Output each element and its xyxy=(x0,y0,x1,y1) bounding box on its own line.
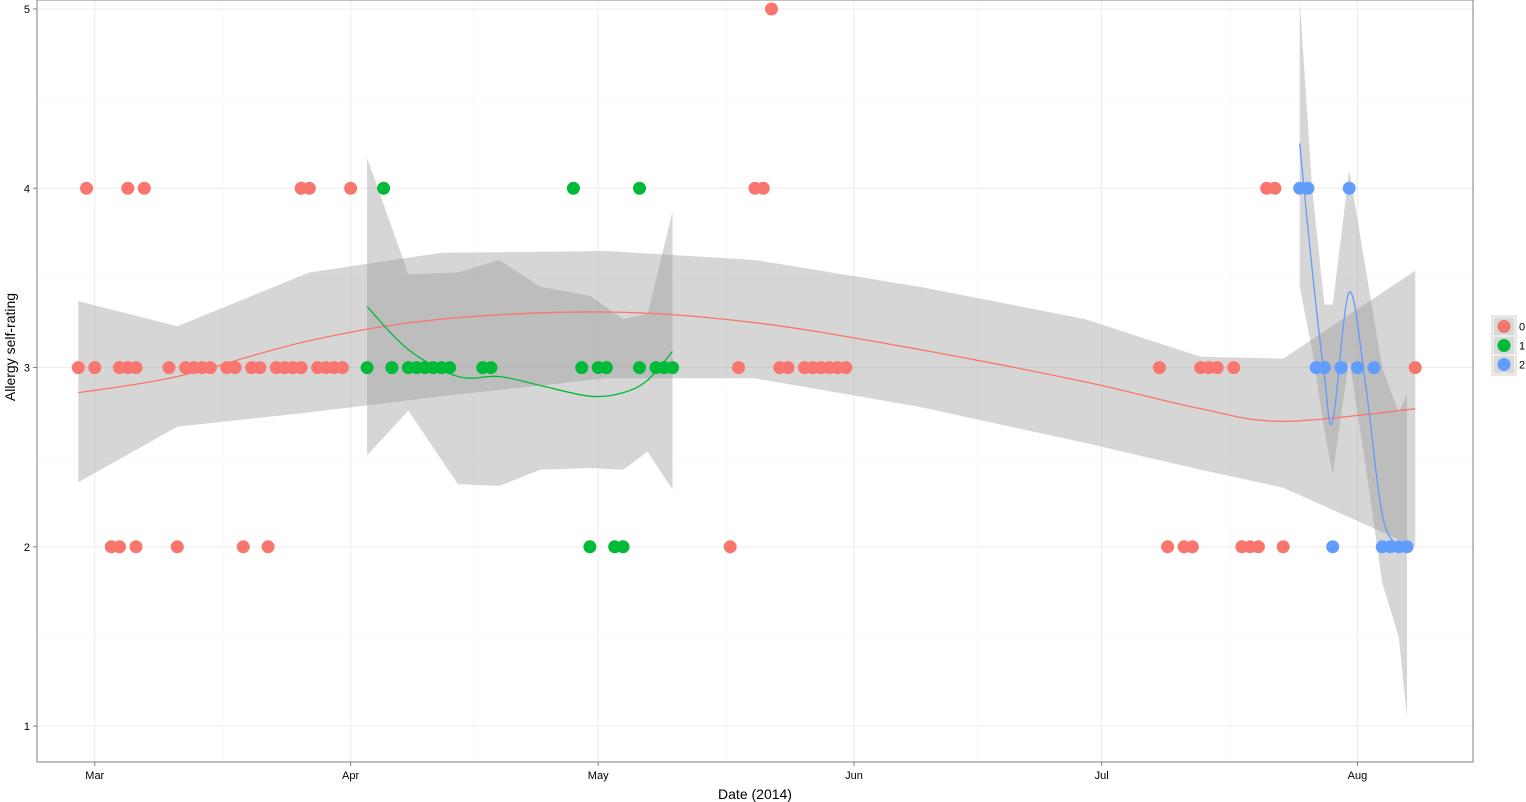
confidence-ribbon-series-1 xyxy=(367,157,673,490)
data-point-series-0 xyxy=(88,361,102,375)
y-tick-label: 4 xyxy=(24,183,30,195)
data-point-series-1 xyxy=(583,540,597,554)
y-tick-label: 1 xyxy=(24,721,30,733)
data-point-series-0 xyxy=(162,361,176,375)
data-point-series-2 xyxy=(1326,540,1340,554)
y-tick-label: 5 xyxy=(24,4,30,16)
data-point-series-0 xyxy=(723,540,737,554)
data-point-series-0 xyxy=(1227,361,1241,375)
data-point-series-0 xyxy=(335,361,349,375)
data-point-series-0 xyxy=(129,540,143,554)
legend-label-1: 1 xyxy=(1519,341,1525,353)
data-point-series-0 xyxy=(1251,540,1265,554)
data-point-series-1 xyxy=(443,361,457,375)
smooth-line-series-2 xyxy=(1299,143,1408,551)
x-tick-label: Mar xyxy=(85,770,104,782)
data-point-series-0 xyxy=(137,181,151,195)
data-point-series-1 xyxy=(666,361,679,375)
data-point-series-0 xyxy=(170,540,184,554)
x-tick-label: May xyxy=(588,770,609,782)
x-axis-ticks: Mar Apr May Jun Jul Aug xyxy=(85,762,1367,782)
data-point-series-0 xyxy=(294,361,308,375)
smooth-line-series-1 xyxy=(366,306,673,398)
data-point-series-0 xyxy=(71,361,85,375)
confidence-ribbon-series-0 xyxy=(78,251,1416,547)
y-tick-label: 2 xyxy=(24,542,30,554)
x-axis-title: Date (2014) xyxy=(718,786,792,802)
data-point-series-2 xyxy=(1342,181,1356,195)
x-tick-label: Apr xyxy=(342,770,359,782)
data-point-series-0 xyxy=(1152,361,1166,375)
data-point-series-1 xyxy=(377,181,391,195)
data-point-series-0 xyxy=(1185,540,1199,554)
plot-panel-border xyxy=(36,0,1474,763)
data-points xyxy=(71,2,1422,554)
data-point-series-1 xyxy=(484,361,498,375)
data-point-series-0 xyxy=(765,2,778,16)
data-point-series-0 xyxy=(302,181,316,195)
confidence-ribbon-series-2 xyxy=(1299,0,1407,718)
legend: 0 1 2 xyxy=(1491,315,1525,376)
data-point-series-0 xyxy=(781,361,795,375)
smooth-lines xyxy=(78,143,1416,551)
data-point-series-2 xyxy=(1351,361,1364,375)
data-point-series-1 xyxy=(599,361,613,375)
data-point-series-0 xyxy=(1408,361,1422,375)
data-point-series-0 xyxy=(129,361,143,375)
minor-grid xyxy=(37,0,1473,762)
data-point-series-0 xyxy=(261,540,275,554)
data-point-series-1 xyxy=(575,361,589,375)
legend-key-0 xyxy=(1497,320,1511,333)
y-tick-label: 3 xyxy=(24,363,30,375)
x-tick-label: Aug xyxy=(1348,770,1368,782)
confidence-ribbons xyxy=(78,0,1416,718)
y-axis-ticks: 1 2 3 4 5 xyxy=(24,4,37,733)
data-point-series-0 xyxy=(113,540,126,554)
y-axis-title: Allergy self-rating xyxy=(2,293,18,401)
data-point-series-2 xyxy=(1317,361,1331,375)
data-point-series-2 xyxy=(1334,361,1348,375)
data-point-series-0 xyxy=(344,181,358,195)
data-point-series-0 xyxy=(236,540,250,554)
data-point-series-2 xyxy=(1400,540,1414,554)
x-tick-label: Jun xyxy=(845,770,863,782)
data-point-series-0 xyxy=(732,361,745,375)
data-point-series-1 xyxy=(360,361,374,375)
data-point-series-2 xyxy=(1367,361,1381,375)
legend-label-2: 2 xyxy=(1519,360,1525,372)
data-point-series-0 xyxy=(228,361,242,375)
data-point-series-0 xyxy=(839,361,853,375)
legend-key-2 xyxy=(1497,358,1511,371)
data-point-series-1 xyxy=(616,540,630,554)
data-point-series-1 xyxy=(566,181,580,195)
data-point-series-0 xyxy=(1268,181,1282,195)
data-point-series-0 xyxy=(80,181,93,195)
legend-label-0: 0 xyxy=(1519,322,1525,334)
data-point-series-0 xyxy=(1210,361,1224,375)
data-point-series-0 xyxy=(253,361,267,375)
legend-key-1 xyxy=(1497,339,1511,352)
data-point-series-0 xyxy=(1161,540,1175,554)
data-point-series-1 xyxy=(385,361,399,375)
data-point-series-0 xyxy=(121,181,135,195)
x-tick-label: Jul xyxy=(1095,770,1109,782)
data-point-series-0 xyxy=(1276,540,1290,554)
data-point-series-1 xyxy=(633,361,646,375)
smooth-line-series-0 xyxy=(78,311,1416,422)
data-point-series-0 xyxy=(756,181,770,195)
data-point-series-1 xyxy=(633,181,646,195)
